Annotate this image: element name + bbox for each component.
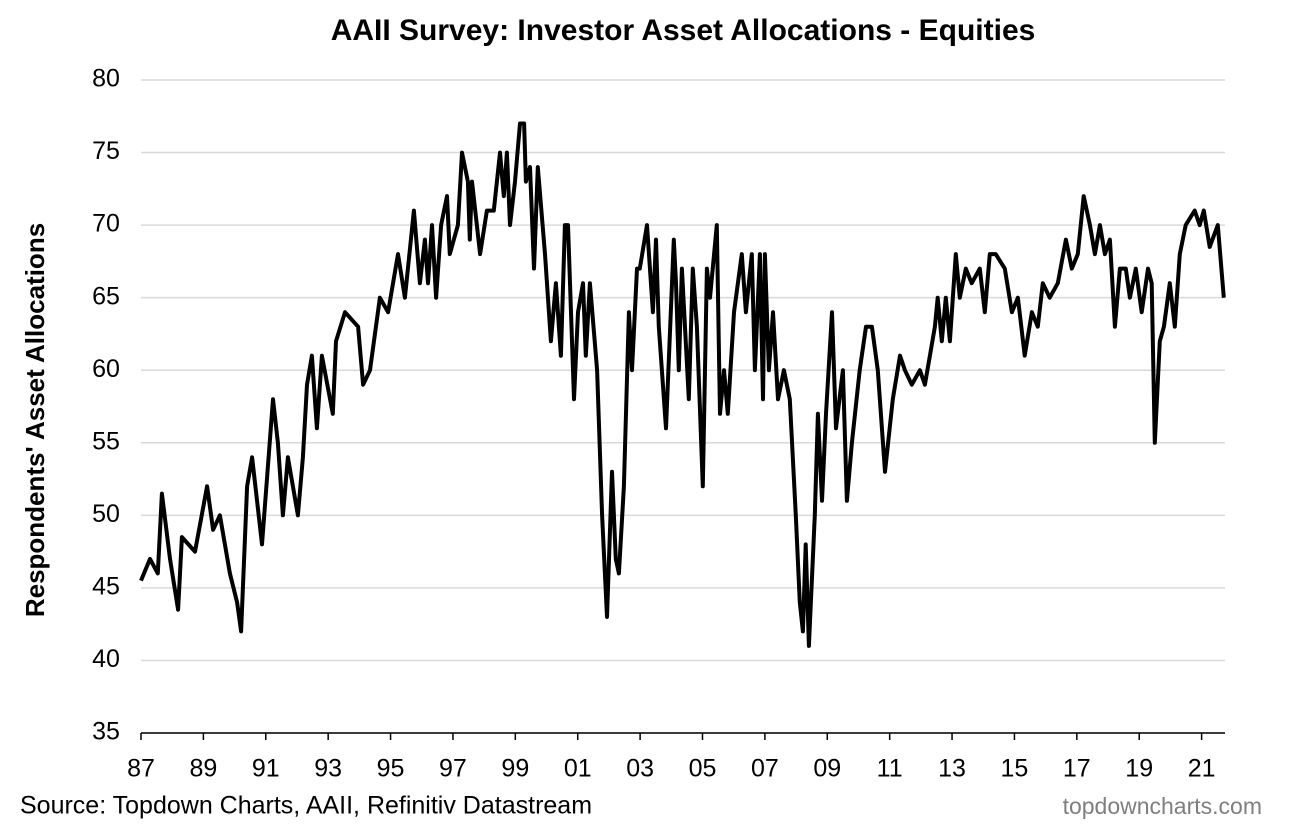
data-line: [139, 121, 1226, 648]
x-tick-label: 91: [252, 755, 280, 783]
x-tick-label: 95: [377, 755, 405, 783]
y-tick-label: 45: [92, 572, 120, 600]
y-tick-label: 80: [92, 65, 120, 93]
x-tick-label: 87: [127, 755, 155, 783]
x-tick-label: 17: [1063, 755, 1091, 783]
x-tick-label: 05: [689, 755, 717, 783]
x-tick-label: 89: [189, 755, 217, 783]
y-tick-label: 60: [92, 355, 120, 383]
y-tick-label: 35: [92, 718, 120, 746]
y-tick-label: 50: [92, 500, 120, 528]
y-tick-label: 75: [92, 137, 120, 165]
source-note: Source: Topdown Charts, AAII, Refinitiv …: [20, 792, 592, 820]
y-tick-label: 55: [92, 427, 120, 455]
x-tick-label: 97: [439, 755, 467, 783]
watermark: topdowncharts.com: [1063, 793, 1262, 819]
x-tick-label: 21: [1188, 755, 1216, 783]
x-tick-label: 15: [1001, 755, 1029, 783]
y-tick-label: 70: [92, 210, 120, 238]
y-tick-label: 40: [92, 645, 120, 673]
x-tick-label: 99: [501, 755, 529, 783]
y-axis-label: Respondents' Asset Allocations: [20, 223, 50, 617]
x-tick-label: 09: [813, 755, 841, 783]
x-tick-label: 11: [877, 755, 903, 783]
x-tick-label: 07: [751, 755, 779, 783]
chart-title: AAII Survey: Investor Asset Allocations …: [331, 14, 1036, 47]
x-tick-label: 03: [626, 755, 654, 783]
x-tick-label: 01: [564, 755, 592, 783]
x-tick-label: 93: [314, 755, 342, 783]
x-tick-label: 13: [938, 755, 966, 783]
y-tick-label: 65: [92, 282, 120, 310]
x-tick-label: 19: [1125, 755, 1153, 783]
